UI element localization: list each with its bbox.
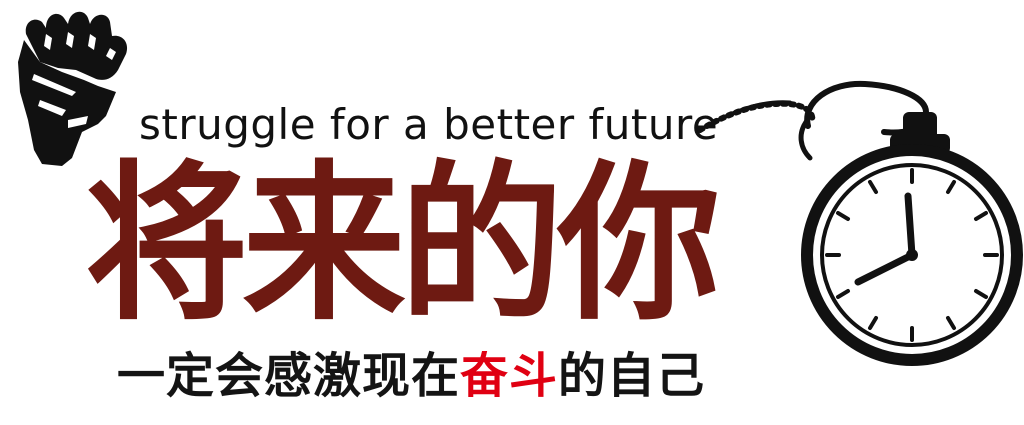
subline-text: 一定会感激现在奋斗的自己 — [117, 352, 705, 400]
subline-before: 一定会感激现在 — [117, 348, 461, 404]
stopwatch-icon — [697, 80, 1023, 366]
slogan-text: struggle for a better future — [139, 100, 719, 149]
subline-after: 的自己 — [558, 348, 706, 404]
subline-accent: 奋斗 — [460, 348, 559, 404]
raised-fist-icon — [18, 11, 128, 166]
headline-text: 将来的你 — [85, 146, 721, 344]
